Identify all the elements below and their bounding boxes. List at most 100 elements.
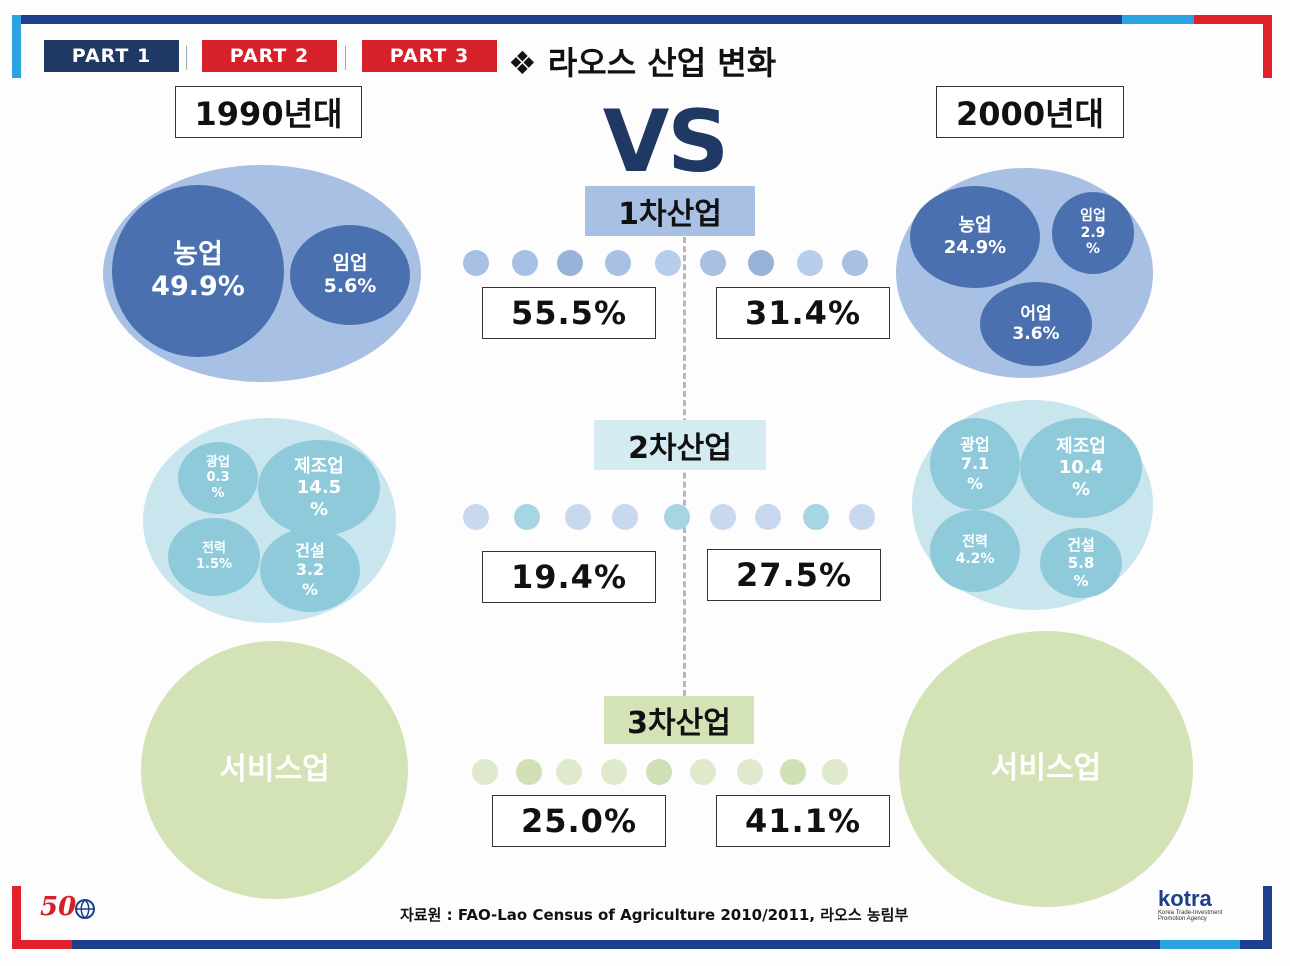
kotra-logo-sub1: Korea Trade-Investment	[1158, 910, 1223, 916]
top-frame-accent-light	[1122, 15, 1194, 24]
secondary-dot	[664, 504, 690, 530]
power-1990-value: 1.5%	[195, 557, 233, 572]
primary-dot	[700, 250, 726, 276]
primary-dot	[605, 250, 631, 276]
agriculture-1990-value: 49.9%	[151, 271, 245, 302]
tertiary-dot	[737, 759, 763, 785]
power-2000-circle: 전력 4.2%	[930, 510, 1020, 592]
services-1990-name: 서비스업	[219, 752, 330, 787]
primary-dot	[655, 250, 681, 276]
left-frame-top	[12, 15, 21, 78]
kotra-logo: kotra Korea Trade-Investment Promotion A…	[1158, 886, 1258, 923]
primary-dot	[797, 250, 823, 276]
tertiary-dot	[690, 759, 716, 785]
fishery-2000-circle: 어업 3.6%	[980, 282, 1092, 366]
secondary-2000-total: 27.5%	[707, 549, 881, 601]
secondary-sector-label: 2차산업	[594, 420, 766, 470]
mining-1990-name: 광업	[206, 454, 230, 470]
manufacturing-2000-unit: %	[1071, 478, 1091, 500]
right-frame-red	[1263, 15, 1272, 78]
mining-1990-unit: %	[211, 485, 225, 501]
forestry-2000-name: 임업	[1080, 207, 1106, 224]
source-note: 자료원 : FAO-Lao Census of Agriculture 2010…	[400, 906, 909, 924]
forestry-1990-value: 5.6%	[323, 275, 377, 297]
secondary-dot	[463, 504, 489, 530]
mining-1990-circle: 광업 0.3 %	[178, 442, 258, 514]
tertiary-dot	[601, 759, 627, 785]
primary-1990-total: 55.5%	[482, 287, 656, 339]
tertiary-dot	[472, 759, 498, 785]
primary-sector-label: 1차산업	[585, 186, 755, 236]
agriculture-2000-name: 농업	[958, 215, 992, 237]
left-frame-bottom-red	[12, 886, 21, 949]
tab-part-1[interactable]: PART 1	[44, 40, 179, 72]
services-2000-name: 서비스업	[990, 751, 1102, 786]
manufacturing-1990-unit: %	[309, 498, 329, 520]
primary-dot	[463, 250, 489, 276]
tertiary-dot	[646, 759, 672, 785]
construction-2000-name: 건설	[1067, 536, 1095, 554]
primary-dot	[748, 250, 774, 276]
construction-1990-unit: %	[301, 579, 319, 599]
forestry-2000-unit: %	[1085, 241, 1101, 258]
mining-1990-value: 0.3	[206, 470, 230, 486]
tab-part-2[interactable]: PART 2	[202, 40, 337, 72]
secondary-dot	[612, 504, 638, 530]
forestry-2000-value: 2.9	[1080, 224, 1106, 241]
era-label-right: 2000년대	[936, 86, 1124, 138]
mining-2000-circle: 광업 7.1 %	[930, 418, 1020, 510]
secondary-dot	[565, 504, 591, 530]
tertiary-2000-total: 41.1%	[716, 795, 890, 847]
construction-2000-circle: 건설 5.8 %	[1040, 528, 1122, 598]
mining-2000-unit: %	[966, 473, 984, 493]
kotra-logo-name: kotra	[1158, 886, 1212, 911]
top-frame-bar	[12, 15, 1122, 24]
globe-icon	[75, 899, 95, 919]
power-2000-name: 전력	[962, 534, 988, 551]
bottom-frame-light	[1160, 940, 1240, 949]
anniversary-logo-text: 50	[40, 892, 77, 922]
power-2000-value: 4.2%	[955, 551, 995, 567]
page-title: ❖ 라오스 산업 변화	[508, 44, 777, 82]
agriculture-2000-circle: 농업 24.9%	[910, 186, 1040, 288]
secondary-dot	[803, 504, 829, 530]
primary-dot	[557, 250, 583, 276]
agriculture-1990-circle: 농업 49.9%	[112, 185, 284, 357]
tertiary-dot	[780, 759, 806, 785]
manufacturing-1990-value: 14.5	[296, 477, 342, 499]
bottom-frame-red	[12, 940, 72, 949]
agriculture-1990-name: 농업	[173, 238, 223, 270]
services-2000-circle: 서비스업	[899, 631, 1193, 907]
primary-2000-total: 31.4%	[716, 287, 890, 339]
fishery-2000-value: 3.6%	[1012, 324, 1060, 344]
construction-1990-circle: 건설 3.2 %	[260, 528, 360, 612]
right-frame-bottom	[1263, 886, 1272, 949]
tab-separator	[345, 46, 346, 70]
anniversary-logo: 50	[40, 892, 100, 928]
fishery-2000-name: 어업	[1020, 303, 1052, 324]
vs-text: VS	[602, 92, 730, 192]
tab-part-3[interactable]: PART 3	[362, 40, 497, 72]
secondary-dot	[514, 504, 540, 530]
power-1990-name: 전력	[202, 541, 226, 557]
agriculture-2000-value: 24.9%	[943, 237, 1007, 258]
secondary-dot	[710, 504, 736, 530]
mining-2000-value: 7.1	[960, 454, 990, 474]
mining-2000-name: 광업	[960, 435, 990, 455]
secondary-dot	[755, 504, 781, 530]
tertiary-dot	[516, 759, 542, 785]
tertiary-dot	[556, 759, 582, 785]
forestry-1990-circle: 임업 5.6%	[290, 225, 410, 325]
forestry-2000-circle: 임업 2.9 %	[1052, 192, 1134, 274]
construction-2000-unit: %	[1073, 572, 1089, 590]
manufacturing-1990-circle: 제조업 14.5 %	[258, 440, 380, 536]
tertiary-1990-total: 25.0%	[492, 795, 666, 847]
tab-separator	[186, 46, 187, 70]
services-1990-circle: 서비스업	[141, 641, 408, 899]
secondary-dot	[849, 504, 875, 530]
top-frame-accent-red	[1194, 15, 1272, 24]
primary-dot	[512, 250, 538, 276]
era-label-left: 1990년대	[175, 86, 362, 138]
construction-2000-value: 5.8	[1067, 554, 1095, 572]
forestry-1990-name: 임업	[332, 252, 368, 275]
